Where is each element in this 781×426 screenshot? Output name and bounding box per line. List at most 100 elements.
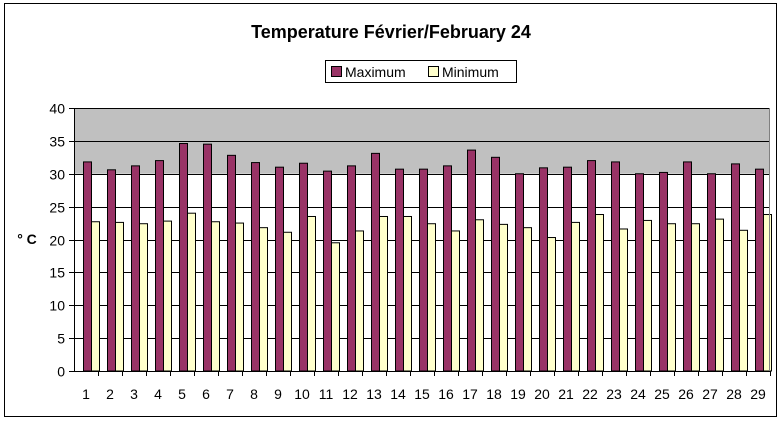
y-tick-label: 15 xyxy=(49,265,65,281)
bar-minimum xyxy=(427,223,436,372)
bar-maximum xyxy=(323,170,332,372)
legend-label-maximum: Maximum xyxy=(345,64,406,80)
y-tick-label: 40 xyxy=(49,101,65,117)
chart-title: Temperature Février/February 24 xyxy=(251,22,531,42)
bar-maximum xyxy=(683,161,692,372)
x-tick-label: 4 xyxy=(154,386,162,402)
x-tick-label: 28 xyxy=(726,386,742,402)
bar-maximum xyxy=(347,165,356,372)
bar-maximum xyxy=(107,169,116,372)
bar-maximum xyxy=(395,168,404,372)
bar-maximum xyxy=(443,165,452,372)
bar-maximum xyxy=(155,160,164,372)
bar-minimum xyxy=(163,220,172,372)
bar-maximum xyxy=(755,168,764,372)
bar-maximum xyxy=(563,166,572,372)
bar-maximum xyxy=(179,143,188,372)
bar-minimum xyxy=(595,214,604,372)
bar-minimum xyxy=(523,227,532,372)
x-tick-label: 3 xyxy=(130,386,138,402)
x-tick-label: 13 xyxy=(366,386,382,402)
x-tick-label: 24 xyxy=(630,386,646,402)
x-tick-label: 25 xyxy=(654,386,670,402)
bar-maximum xyxy=(467,149,476,372)
bar-maximum xyxy=(299,162,308,372)
bar-minimum xyxy=(643,219,652,372)
bar-minimum xyxy=(547,237,556,372)
y-tick-label: 25 xyxy=(49,200,65,216)
bar-maximum xyxy=(491,156,500,372)
bar-minimum xyxy=(283,231,292,372)
x-tick-label: 9 xyxy=(274,386,282,402)
bar-maximum xyxy=(251,162,260,372)
bar-minimum xyxy=(451,230,460,372)
bar-minimum xyxy=(619,228,628,372)
bar-minimum xyxy=(499,223,508,372)
x-tick-label: 29 xyxy=(750,386,766,402)
bar-maximum xyxy=(659,171,668,372)
x-tick-label: 5 xyxy=(178,386,186,402)
y-tick-label: 30 xyxy=(49,167,65,183)
bar-maximum xyxy=(587,160,596,372)
bar-minimum xyxy=(235,222,244,372)
bar-minimum xyxy=(571,221,580,372)
y-tick-label: 10 xyxy=(49,298,65,314)
bar-minimum xyxy=(715,218,724,372)
bar-minimum xyxy=(187,212,196,372)
bar-maximum xyxy=(227,154,236,372)
x-tick-label: 11 xyxy=(319,386,334,402)
bar-maximum xyxy=(731,163,740,372)
bar-minimum xyxy=(307,215,316,372)
bar-minimum xyxy=(403,215,412,372)
y-tick-label: 35 xyxy=(49,134,65,150)
x-tick-label: 2 xyxy=(106,386,114,402)
x-tick-label: 15 xyxy=(414,386,430,402)
x-tick-label: 1 xyxy=(82,386,90,402)
x-tick-label: 7 xyxy=(226,386,234,402)
bar-minimum xyxy=(667,223,676,372)
bar-minimum xyxy=(139,223,148,372)
legend-swatch-minimum xyxy=(428,66,439,77)
bar-minimum xyxy=(115,221,124,372)
legend-box xyxy=(325,60,517,83)
x-tick-label: 16 xyxy=(438,386,454,402)
bar-maximum xyxy=(419,168,428,372)
bar-minimum xyxy=(475,219,484,372)
x-tick-label: 19 xyxy=(510,386,526,402)
x-tick-label: 20 xyxy=(534,386,550,402)
bar-maximum xyxy=(275,166,284,372)
x-tick-label: 10 xyxy=(294,386,310,402)
bar-maximum xyxy=(635,173,644,372)
bar-maximum xyxy=(515,173,524,372)
x-tick-label: 27 xyxy=(702,386,718,402)
bar-maximum xyxy=(83,161,92,372)
legend-label-minimum: Minimum xyxy=(442,64,499,80)
bar-maximum xyxy=(611,161,620,372)
y-tick-label: 5 xyxy=(57,331,65,347)
legend: Maximum Minimum xyxy=(325,60,517,83)
legend-swatch-maximum xyxy=(331,66,342,77)
x-tick-label: 26 xyxy=(678,386,694,402)
bar-minimum xyxy=(211,221,220,372)
x-tick-label: 14 xyxy=(390,386,406,402)
y-tick-label: 20 xyxy=(49,233,65,249)
bar-minimum xyxy=(259,227,268,372)
bar-minimum xyxy=(691,223,700,372)
x-tick-label: 21 xyxy=(558,386,574,402)
bar-maximum xyxy=(707,173,716,372)
bar-maximum xyxy=(131,165,140,372)
bar-minimum xyxy=(739,229,748,372)
bar-maximum xyxy=(371,152,380,372)
x-tick-label: 12 xyxy=(342,386,358,402)
bar-minimum xyxy=(91,221,100,372)
x-tick-label: 23 xyxy=(606,386,622,402)
x-tick-label: 18 xyxy=(486,386,502,402)
bar-maximum xyxy=(539,167,548,372)
bar-minimum xyxy=(763,214,772,372)
bar-minimum xyxy=(331,242,340,372)
bar-minimum xyxy=(379,215,388,372)
bar-minimum xyxy=(355,230,364,372)
